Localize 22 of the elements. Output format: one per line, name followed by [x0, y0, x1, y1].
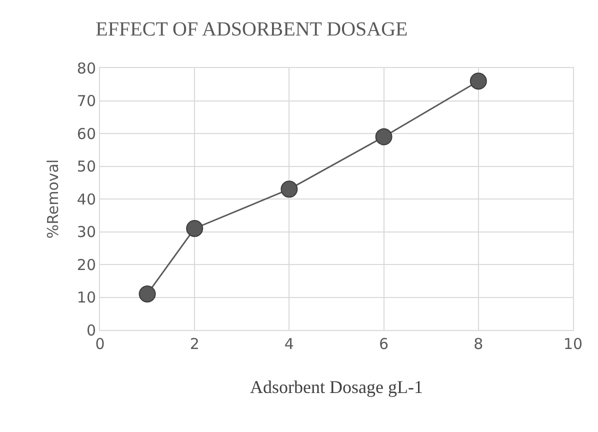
- y-tick-label: 50: [76, 158, 96, 176]
- y-axis-title: %Removal: [44, 159, 62, 239]
- y-tick-label: 80: [76, 59, 96, 78]
- point: [186, 220, 204, 237]
- y-tick-label: 10: [76, 288, 96, 306]
- point: [138, 285, 156, 302]
- x-axis-title: Adsorbent Dosage gL-1: [250, 377, 423, 398]
- x-tick-label: 6: [379, 335, 389, 353]
- y-tick-label: 30: [76, 223, 96, 241]
- y-tick-label: 40: [76, 190, 96, 208]
- point: [375, 128, 392, 146]
- x-tick-label: 4: [284, 335, 294, 353]
- y-tick-label: 20: [76, 256, 96, 274]
- point: [280, 180, 298, 198]
- point: [470, 72, 487, 90]
- y-tick-label: 60: [76, 124, 96, 143]
- y-tick-label: 0: [86, 321, 96, 340]
- y-tick-label: 70: [76, 92, 96, 110]
- x-tick-label: 10: [563, 335, 583, 353]
- chart-title: EFFECT OF ADSORBENT DOSAGE: [96, 18, 408, 41]
- x-tick-label: 2: [190, 335, 200, 353]
- x-tick-label: 8: [474, 335, 484, 353]
